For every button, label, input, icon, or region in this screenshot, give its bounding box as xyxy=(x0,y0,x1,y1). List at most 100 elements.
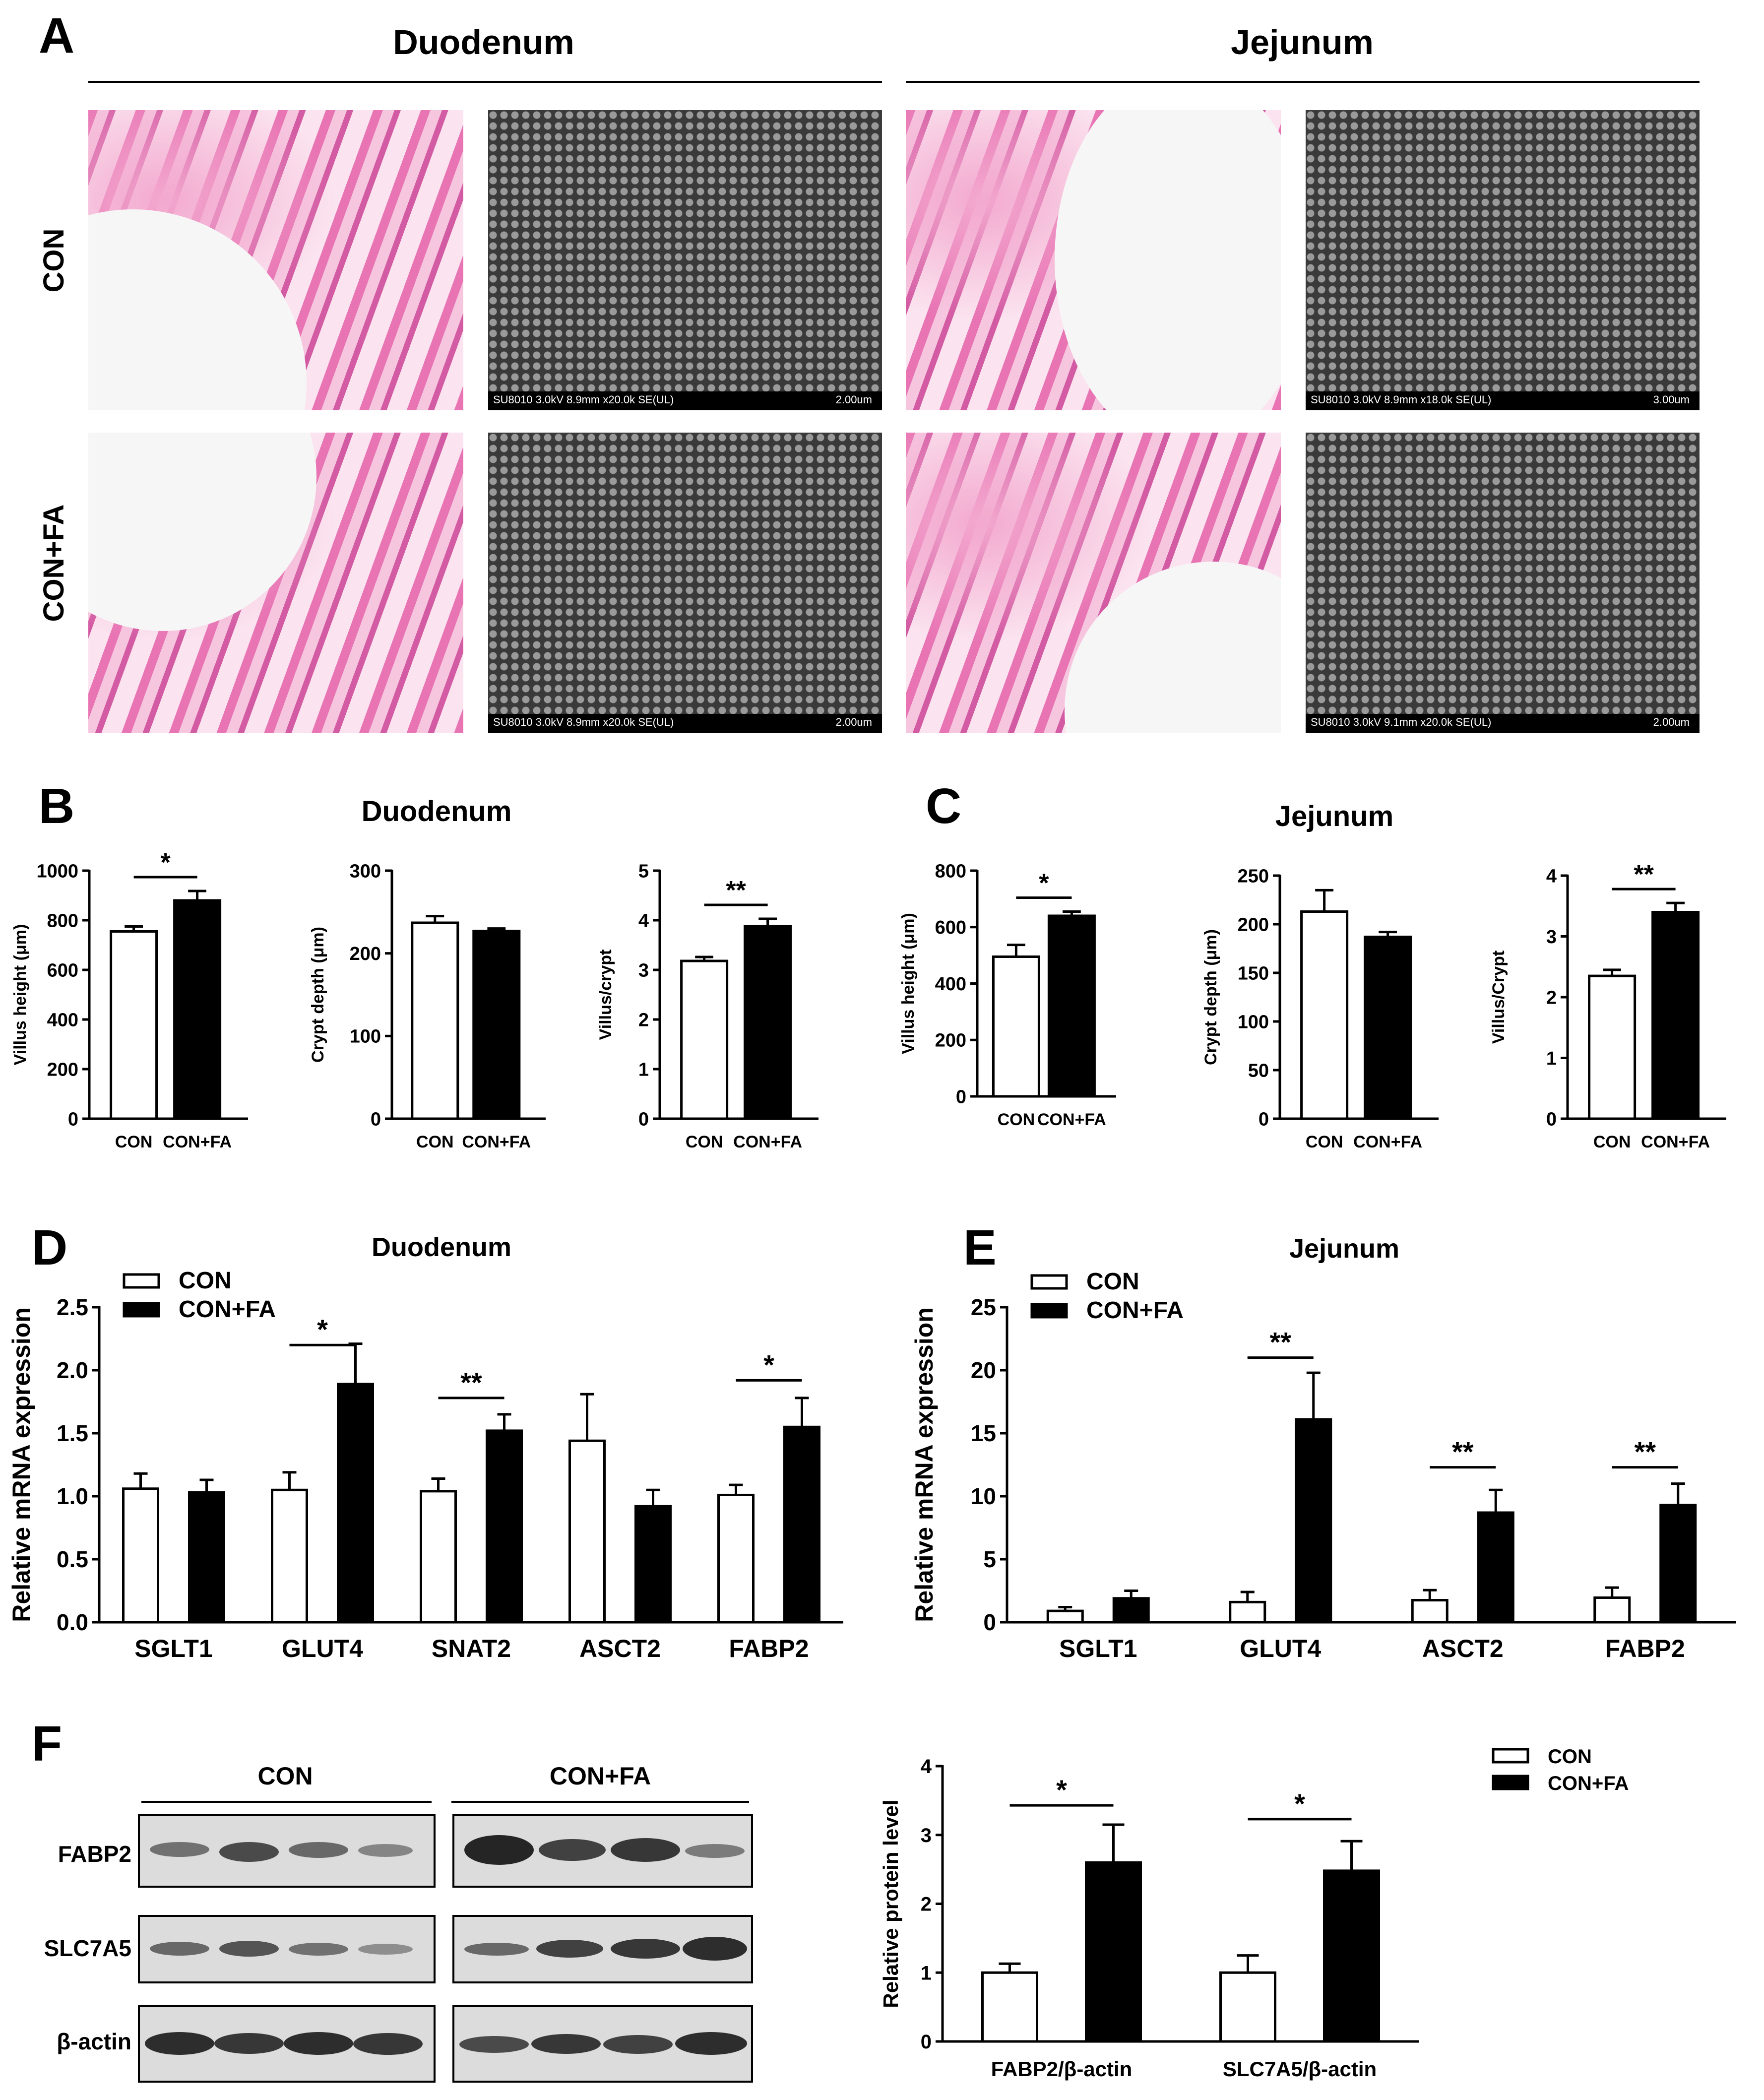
panel-letter-b: B xyxy=(39,778,75,834)
y-tick-label: 150 xyxy=(1238,963,1269,984)
significance-label: * xyxy=(1039,869,1049,897)
blot-label-beta-actin: β-actin xyxy=(57,2029,131,2054)
panel-letter-f: F xyxy=(32,1716,63,1772)
y-tick-label: 4 xyxy=(638,910,649,931)
y-tick-label: 10 xyxy=(971,1483,996,1509)
blot-group-con: CON xyxy=(257,1762,313,1790)
bar-con xyxy=(1593,1596,1631,1624)
sem-info-4: SU8010 3.0kV 9.1mm x20.0k SE(UL) xyxy=(1311,716,1492,728)
significance-label: ** xyxy=(726,876,746,905)
significance-label: ** xyxy=(1634,1436,1656,1467)
y-tick-label: 800 xyxy=(935,861,966,882)
he-micrograph-jejunum-con-fa xyxy=(906,433,1281,733)
y-tick-label: 25 xyxy=(971,1294,996,1320)
bar-con-fa xyxy=(1295,1418,1332,1624)
he-micrograph-jejunum-con xyxy=(906,110,1281,410)
significance-label: ** xyxy=(460,1367,482,1398)
x-tick-label: ASCT2 xyxy=(579,1635,661,1662)
panel-a-header-jejunum: Jejunum xyxy=(1231,23,1374,62)
panel-a-divider-duodenum xyxy=(88,81,882,83)
x-tick-label: CON+FA xyxy=(733,1133,802,1151)
blot-label-slc7a5: SLC7A5 xyxy=(44,1935,131,1961)
sem-scale-4: 2.00um xyxy=(1653,716,1690,728)
y-tick-label: 100 xyxy=(350,1026,381,1047)
y-tick-label: 200 xyxy=(1238,914,1269,935)
bar-con-fa xyxy=(634,1505,672,1624)
y-tick-label: 200 xyxy=(935,1030,966,1051)
bar-con xyxy=(992,955,1040,1098)
y-tick-label: 2 xyxy=(1546,987,1557,1008)
sem-micrograph-duodenum-con-fa: SU8010 3.0kV 8.9mm x20.0k SE(UL) 2.00um xyxy=(488,433,882,733)
y-tick-label: 1.5 xyxy=(57,1420,88,1446)
sem-scale-1: 2.00um xyxy=(835,393,872,406)
panel-letter-a: A xyxy=(39,8,75,64)
y-tick-label: 0.5 xyxy=(57,1546,88,1572)
x-tick-label: CON xyxy=(686,1133,723,1151)
y-tick-label: 400 xyxy=(935,974,966,995)
y-tick-label: 1 xyxy=(638,1059,649,1080)
y-tick-label: 300 xyxy=(350,861,381,882)
y-tick-label: 0.0 xyxy=(57,1609,88,1635)
y-tick-label: 0 xyxy=(68,1109,78,1130)
x-tick-label: CON xyxy=(1306,1133,1343,1151)
x-tick-label: SNAT2 xyxy=(432,1635,511,1662)
panel-a-row-label-con: CON xyxy=(38,228,70,293)
y-tick-label: 2.5 xyxy=(57,1294,88,1320)
blot-slc7a5-con-fa xyxy=(452,1915,753,1983)
y-tick-label: 0 xyxy=(638,1109,649,1130)
bar-con-fa xyxy=(188,1491,225,1624)
y-tick-label: 50 xyxy=(1248,1060,1269,1081)
bar-con xyxy=(1229,1600,1266,1624)
legend-swatch-con-fa xyxy=(123,1302,160,1318)
y-tick-label: 200 xyxy=(350,944,381,964)
legend-label: CON+FA xyxy=(179,1296,276,1323)
y-tick-label: 1.0 xyxy=(57,1483,88,1509)
bar-con xyxy=(1046,1609,1084,1624)
x-tick-label: FABP2 xyxy=(729,1635,809,1662)
sem-scale-3: 2.00um xyxy=(835,716,872,728)
y-tick-label: 2 xyxy=(638,1010,649,1030)
sem-info-3: SU8010 3.0kV 8.9mm x20.0k SE(UL) xyxy=(493,716,674,728)
y-tick-label: 1 xyxy=(1546,1048,1557,1069)
x-tick-label: FABP2/β-actin xyxy=(991,2057,1133,2081)
bar-con xyxy=(1219,1971,1276,2043)
chart-c1: 0 200 400 600 800 Villus height (μm) CON CON+FA… xyxy=(899,861,1116,1129)
significance-label: * xyxy=(1056,1774,1067,1805)
he-micrograph-duodenum-con xyxy=(88,110,463,410)
y-tick-label: 250 xyxy=(1238,866,1269,887)
bar-con xyxy=(981,1971,1038,2043)
y-axis-label: Villus height (μm) xyxy=(899,913,918,1054)
x-tick-label: SLC7A5/β-actin xyxy=(1223,2057,1377,2081)
y-axis-label: Villus/Crypt xyxy=(1489,951,1508,1044)
significance-label: ** xyxy=(1634,860,1654,889)
y-tick-label: 20 xyxy=(971,1357,996,1383)
bar-con-fa xyxy=(1112,1597,1150,1624)
blot-fabp2-con xyxy=(138,1814,436,1888)
y-tick-label: 4 xyxy=(921,1756,932,1778)
bar-con-fa xyxy=(472,930,521,1120)
y-tick-label: 2.0 xyxy=(57,1357,88,1383)
bar-con-fa xyxy=(744,925,792,1120)
x-tick-label: CON+FA xyxy=(1353,1133,1422,1151)
panel-e-title: Jejunum xyxy=(1289,1234,1400,1264)
y-tick-label: 5 xyxy=(638,861,649,882)
sem-micrograph-duodenum-con: SU8010 3.0kV 8.9mm x20.0k SE(UL) 2.00um xyxy=(488,110,882,410)
y-tick-label: 0 xyxy=(921,2031,932,2053)
legend-label: CON+FA xyxy=(1086,1297,1184,1324)
chart-c2: 0 50 100 150 200 250 Crypt depth (μm) CON CON+FA xyxy=(1201,866,1439,1151)
bar-con-fa xyxy=(337,1383,374,1624)
y-tick-label: 600 xyxy=(935,917,966,938)
panel-c-title: Jejunum xyxy=(1275,800,1394,832)
bar-con-fa xyxy=(1651,911,1700,1120)
legend-swatch-con-fa xyxy=(1030,1303,1068,1319)
bar-con xyxy=(110,930,158,1120)
blot-divider-con xyxy=(141,1801,432,1803)
y-tick-label: 0 xyxy=(956,1086,966,1107)
he-micrograph-duodenum-con-fa xyxy=(88,433,463,733)
y-tick-label: 1000 xyxy=(36,861,78,882)
bar-con-fa xyxy=(1047,914,1096,1098)
bar-con xyxy=(122,1487,159,1624)
y-tick-label: 0 xyxy=(1259,1109,1269,1130)
bar-con-fa xyxy=(1085,1861,1142,2043)
x-tick-label: CON+FA xyxy=(462,1133,531,1151)
